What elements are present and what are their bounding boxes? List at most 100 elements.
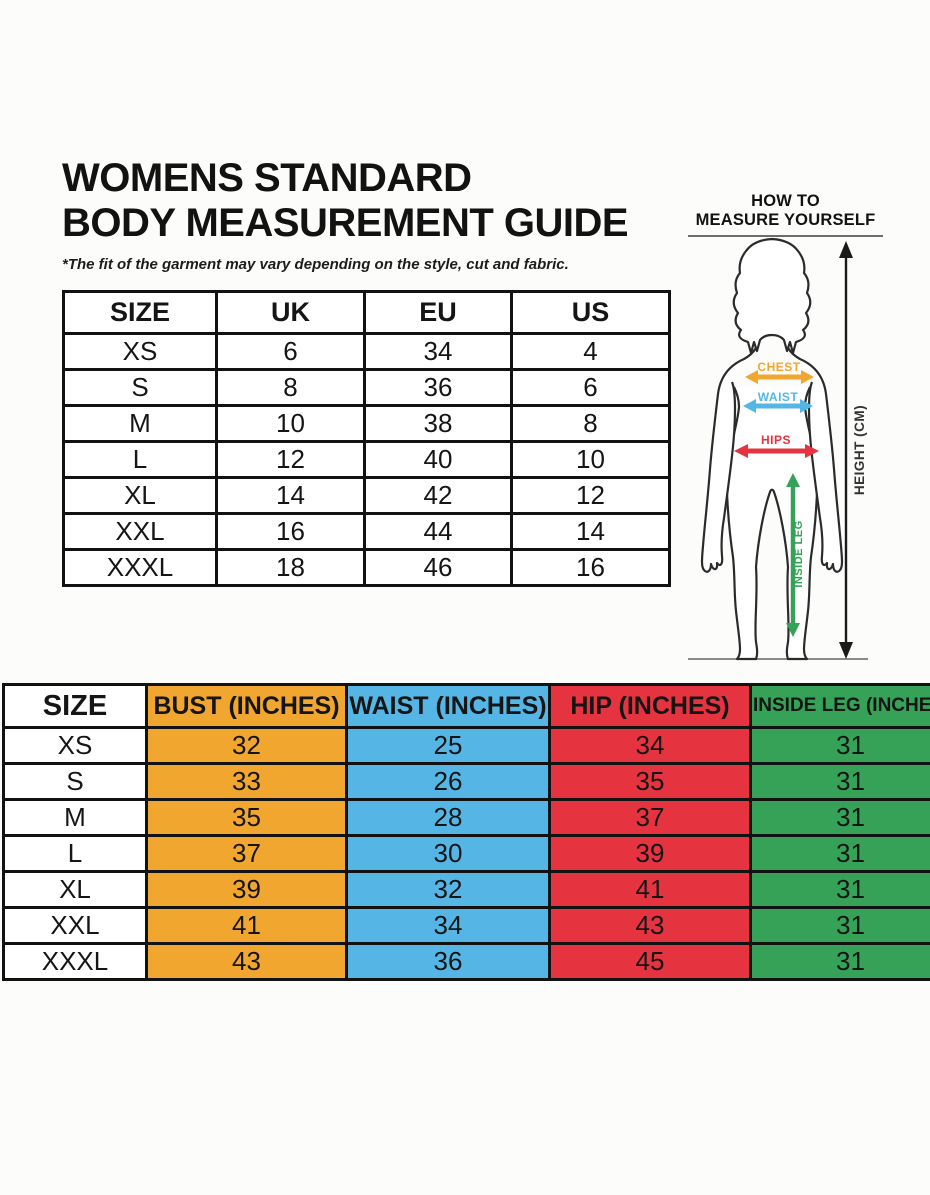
- body-measurement-table: SIZE BUST (INCHES) WAIST (INCHES) HIP (I…: [2, 683, 930, 981]
- hips-label: HIPS: [761, 433, 791, 447]
- measure-guide: HOW TO MEASURE YOURSELF HEIGHT (CM): [688, 192, 883, 666]
- waist-cell: 25: [345, 726, 551, 765]
- hip-cell: 34: [548, 726, 752, 765]
- table-row: M 35 28 37 31: [2, 798, 930, 837]
- inside-leg-cell: 31: [749, 798, 930, 837]
- measure-guide-title-line2: MEASURE YOURSELF: [695, 211, 876, 229]
- size-cell: XS: [2, 726, 148, 765]
- uk-cell: 6: [215, 332, 366, 371]
- inside-leg-cell: 31: [749, 834, 930, 873]
- inside-leg-cell: 31: [749, 942, 930, 981]
- waist-cell: 36: [345, 942, 551, 981]
- inside-leg-cell: 31: [749, 906, 930, 945]
- size-cell: XXL: [2, 906, 148, 945]
- bust-cell: 39: [145, 870, 348, 909]
- size-conversion-table: SIZE UK EU US XS 6 34 4 S 8 36 6 M 10 38…: [62, 290, 671, 587]
- bust-cell: 41: [145, 906, 348, 945]
- size-cell: XXXL: [2, 942, 148, 981]
- table-row: M 10 38 8: [62, 404, 671, 443]
- header-us: US: [510, 290, 671, 335]
- table-header-row: SIZE UK EU US: [62, 290, 671, 335]
- size-cell: M: [62, 404, 218, 443]
- chest-label: CHEST: [757, 360, 800, 374]
- uk-cell: 18: [215, 548, 366, 587]
- header-hip: HIP (INCHES): [548, 683, 752, 729]
- header-size: SIZE: [2, 683, 148, 729]
- fit-disclaimer: *The fit of the garment may vary dependi…: [62, 255, 569, 273]
- hips-arrow: [734, 444, 819, 458]
- size-cell: S: [62, 368, 218, 407]
- table-row: XXXL 43 36 45 31: [2, 942, 930, 981]
- table-row: XL 14 42 12: [62, 476, 671, 515]
- hip-cell: 35: [548, 762, 752, 801]
- eu-cell: 36: [363, 368, 513, 407]
- uk-cell: 14: [215, 476, 366, 515]
- hip-cell: 43: [548, 906, 752, 945]
- size-cell: L: [2, 834, 148, 873]
- size-cell: XL: [62, 476, 218, 515]
- page-title-line2: BODY MEASUREMENT GUIDE: [62, 200, 629, 245]
- measure-guide-title-line1: HOW TO: [751, 192, 820, 210]
- bust-cell: 35: [145, 798, 348, 837]
- eu-cell: 38: [363, 404, 513, 443]
- uk-cell: 16: [215, 512, 366, 551]
- eu-cell: 46: [363, 548, 513, 587]
- us-cell: 12: [510, 476, 671, 515]
- waist-cell: 28: [345, 798, 551, 837]
- table-row: L 12 40 10: [62, 440, 671, 479]
- size-cell: XS: [62, 332, 218, 371]
- table-row: XS 6 34 4: [62, 332, 671, 371]
- table-row: S 8 36 6: [62, 368, 671, 407]
- uk-cell: 10: [215, 404, 366, 443]
- size-cell: XXXL: [62, 548, 218, 587]
- us-cell: 6: [510, 368, 671, 407]
- measure-guide-title: HOW TO MEASURE YOURSELF: [688, 192, 883, 237]
- size-cell: M: [2, 798, 148, 837]
- size-cell: XL: [2, 870, 148, 909]
- inside-leg-cell: 31: [749, 762, 930, 801]
- table-row: S 33 26 35 31: [2, 762, 930, 801]
- bust-cell: 33: [145, 762, 348, 801]
- table-row: XXL 41 34 43 31: [2, 906, 930, 945]
- waist-arrow: [743, 399, 813, 413]
- us-cell: 10: [510, 440, 671, 479]
- body-measurement-diagram: HEIGHT (CM) CHEST WAIST HIPS: [688, 237, 868, 661]
- us-cell: 16: [510, 548, 671, 587]
- bust-cell: 32: [145, 726, 348, 765]
- header-bust: BUST (INCHES): [145, 683, 348, 729]
- table-header-row: SIZE BUST (INCHES) WAIST (INCHES) HIP (I…: [2, 683, 930, 729]
- header-eu: EU: [363, 290, 513, 335]
- uk-cell: 8: [215, 368, 366, 407]
- title-block: WOMENS STANDARD BODY MEASUREMENT GUIDE *…: [62, 156, 672, 273]
- eu-cell: 44: [363, 512, 513, 551]
- bust-cell: 43: [145, 942, 348, 981]
- waist-cell: 32: [345, 870, 551, 909]
- table-row: XXXL 18 46 16: [62, 548, 671, 587]
- eu-cell: 40: [363, 440, 513, 479]
- height-arrow: [839, 241, 853, 659]
- table-row: XXL 16 44 14: [62, 512, 671, 551]
- size-cell: XXL: [62, 512, 218, 551]
- chest-arrow: [745, 370, 814, 384]
- header-waist: WAIST (INCHES): [345, 683, 551, 729]
- waist-cell: 34: [345, 906, 551, 945]
- eu-cell: 42: [363, 476, 513, 515]
- size-cell: L: [62, 440, 218, 479]
- size-cell: S: [2, 762, 148, 801]
- hip-cell: 41: [548, 870, 752, 909]
- header-size: SIZE: [62, 290, 218, 335]
- height-label: HEIGHT (CM): [852, 405, 867, 495]
- uk-cell: 12: [215, 440, 366, 479]
- inside-leg-cell: 31: [749, 870, 930, 909]
- us-cell: 4: [510, 332, 671, 371]
- inside-leg-arrow: [786, 473, 800, 637]
- eu-cell: 34: [363, 332, 513, 371]
- inside-leg-cell: 31: [749, 726, 930, 765]
- inside-leg-label: INSIDE LEG: [793, 520, 805, 587]
- waist-cell: 26: [345, 762, 551, 801]
- hip-cell: 37: [548, 798, 752, 837]
- page-title-line1: WOMENS STANDARD: [62, 156, 472, 200]
- left-arm-outline: [700, 331, 763, 573]
- table-row: XS 32 25 34 31: [2, 726, 930, 765]
